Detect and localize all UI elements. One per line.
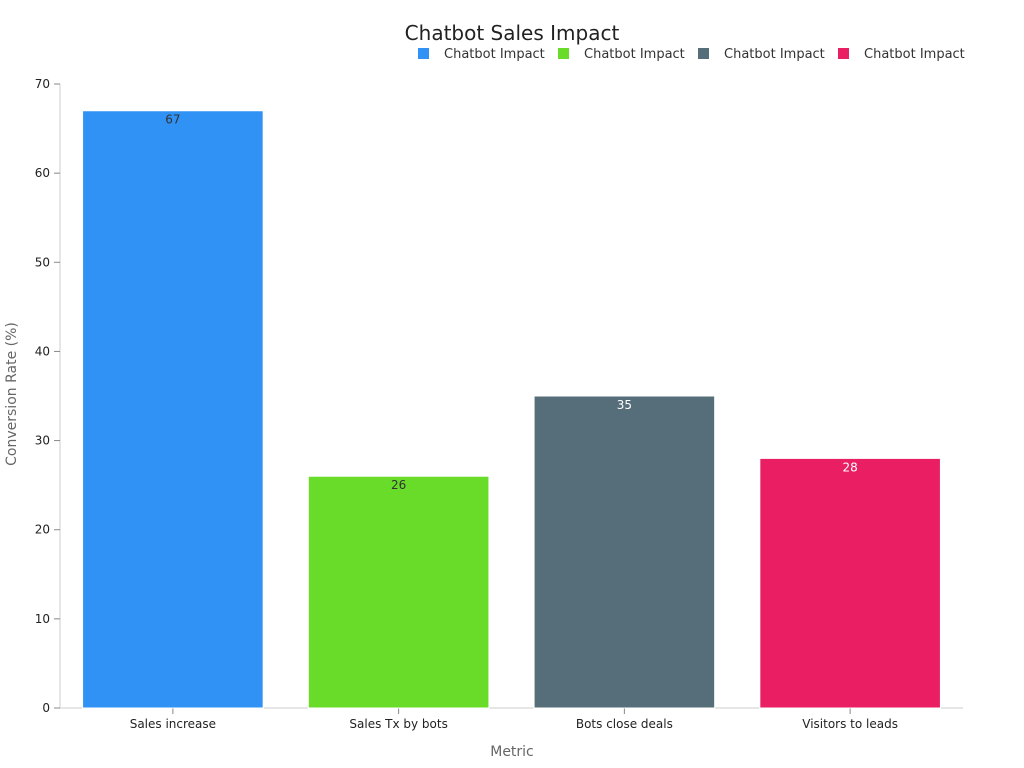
x-tick-label: Sales Tx by bots [349,717,447,731]
y-axis: 0 10 20 30 40 50 60 70 [35,77,61,715]
legend-label-2: Chatbot Impact [584,47,685,62]
y-tick-label: 30 [35,434,50,448]
legend-swatch-1 [418,48,429,59]
y-tick-label: 10 [35,612,50,626]
bar-4 [759,457,941,709]
x-axis-title: Metric [490,744,534,760]
legend: Chatbot Impact Chatbot Impact Chatbot Impa… [418,47,965,62]
x-tick-label: Bots close deals [576,717,673,731]
x-tick-label: Sales increase [130,717,216,731]
y-tick-label: 20 [35,523,50,537]
legend-swatch-4 [838,48,849,59]
y-tick-label: 50 [35,255,50,269]
bar-1 [82,110,264,709]
y-tick-label: 40 [35,344,50,358]
bar-2 [307,475,490,709]
legend-swatch-3 [698,48,709,59]
y-tick-label: 60 [35,166,50,180]
legend-swatch-2 [558,48,569,59]
legend-label-1: Chatbot Impact [444,47,545,62]
bar-value-label: 35 [617,398,632,412]
bar-value-label: 28 [842,460,857,474]
bars: 67 26 35 28 [82,110,941,709]
legend-label-4: Chatbot Impact [864,47,965,62]
y-tick-label: 0 [42,701,50,715]
legend-label-3: Chatbot Impact [724,47,825,62]
bar-value-label: 26 [391,478,406,492]
bar-3 [533,395,716,709]
y-tick-label: 70 [35,77,50,91]
bar-value-label: 67 [165,113,180,127]
y-axis-title: Conversion Rate (%) [4,322,20,466]
x-axis: Sales increase Sales Tx by bots Bots close… [60,707,963,731]
chart-title: Chatbot Sales Impact [405,21,620,45]
x-tick-label: Visitors to leads [802,717,898,731]
